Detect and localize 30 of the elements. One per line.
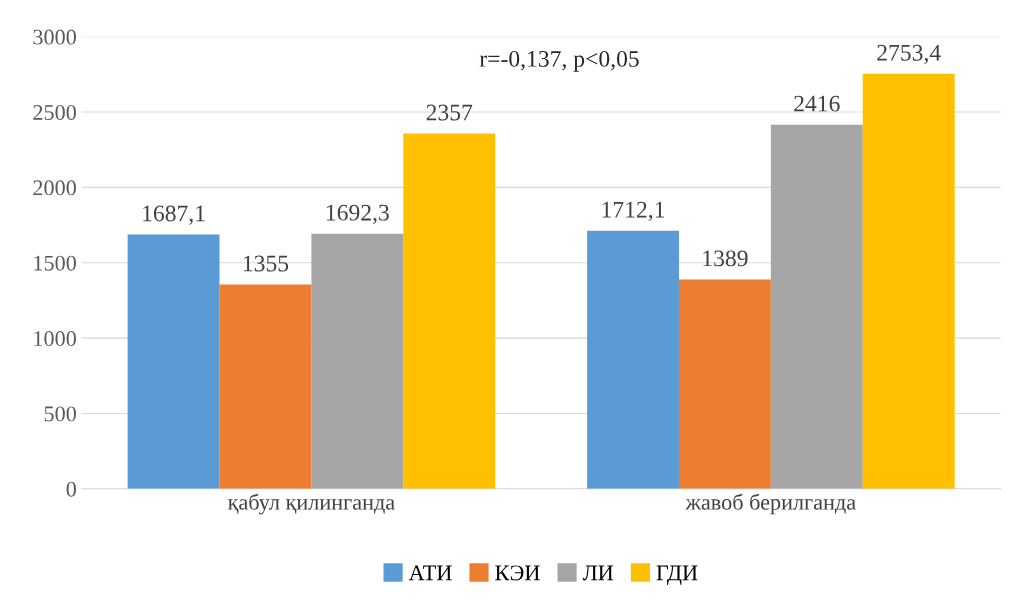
bar (678, 279, 771, 489)
data-label: 2753,4 (877, 44, 941, 65)
x-tick-label: қабул қилинганда (228, 493, 395, 515)
bar (403, 133, 496, 489)
annotation: r=-0,137, p<0,05 (479, 50, 639, 72)
data-label: 2357 (426, 104, 473, 121)
legend-label: КЭИ (495, 565, 540, 581)
bar (770, 124, 863, 489)
bar (587, 230, 679, 489)
y-tick-label: 3000 (33, 29, 76, 45)
data-label: 2416 (794, 95, 840, 112)
legend-label: АТИ (408, 565, 452, 581)
y-tick-label: 2000 (33, 180, 76, 196)
x-tick-label: жавоб берилганда (685, 493, 856, 515)
legend-label: ЛИ (582, 565, 614, 581)
y-tick-label: 0 (66, 481, 76, 497)
y-tick-label: 1500 (34, 255, 76, 271)
bar (219, 284, 312, 489)
y-tick-label: 500 (44, 406, 76, 422)
y-tick-label: 1000 (34, 331, 76, 347)
bar (862, 73, 955, 489)
data-label: 1687,1 (143, 205, 205, 225)
data-label: 1712,1 (602, 201, 665, 222)
data-label: 1355 (243, 255, 289, 272)
y-tick-label: 2500 (33, 104, 76, 120)
bar (127, 234, 220, 489)
data-label: 1692,3 (326, 204, 389, 225)
bar (311, 233, 404, 489)
legend-label: ГДИ (656, 565, 698, 585)
data-label: 1389 (703, 250, 748, 267)
